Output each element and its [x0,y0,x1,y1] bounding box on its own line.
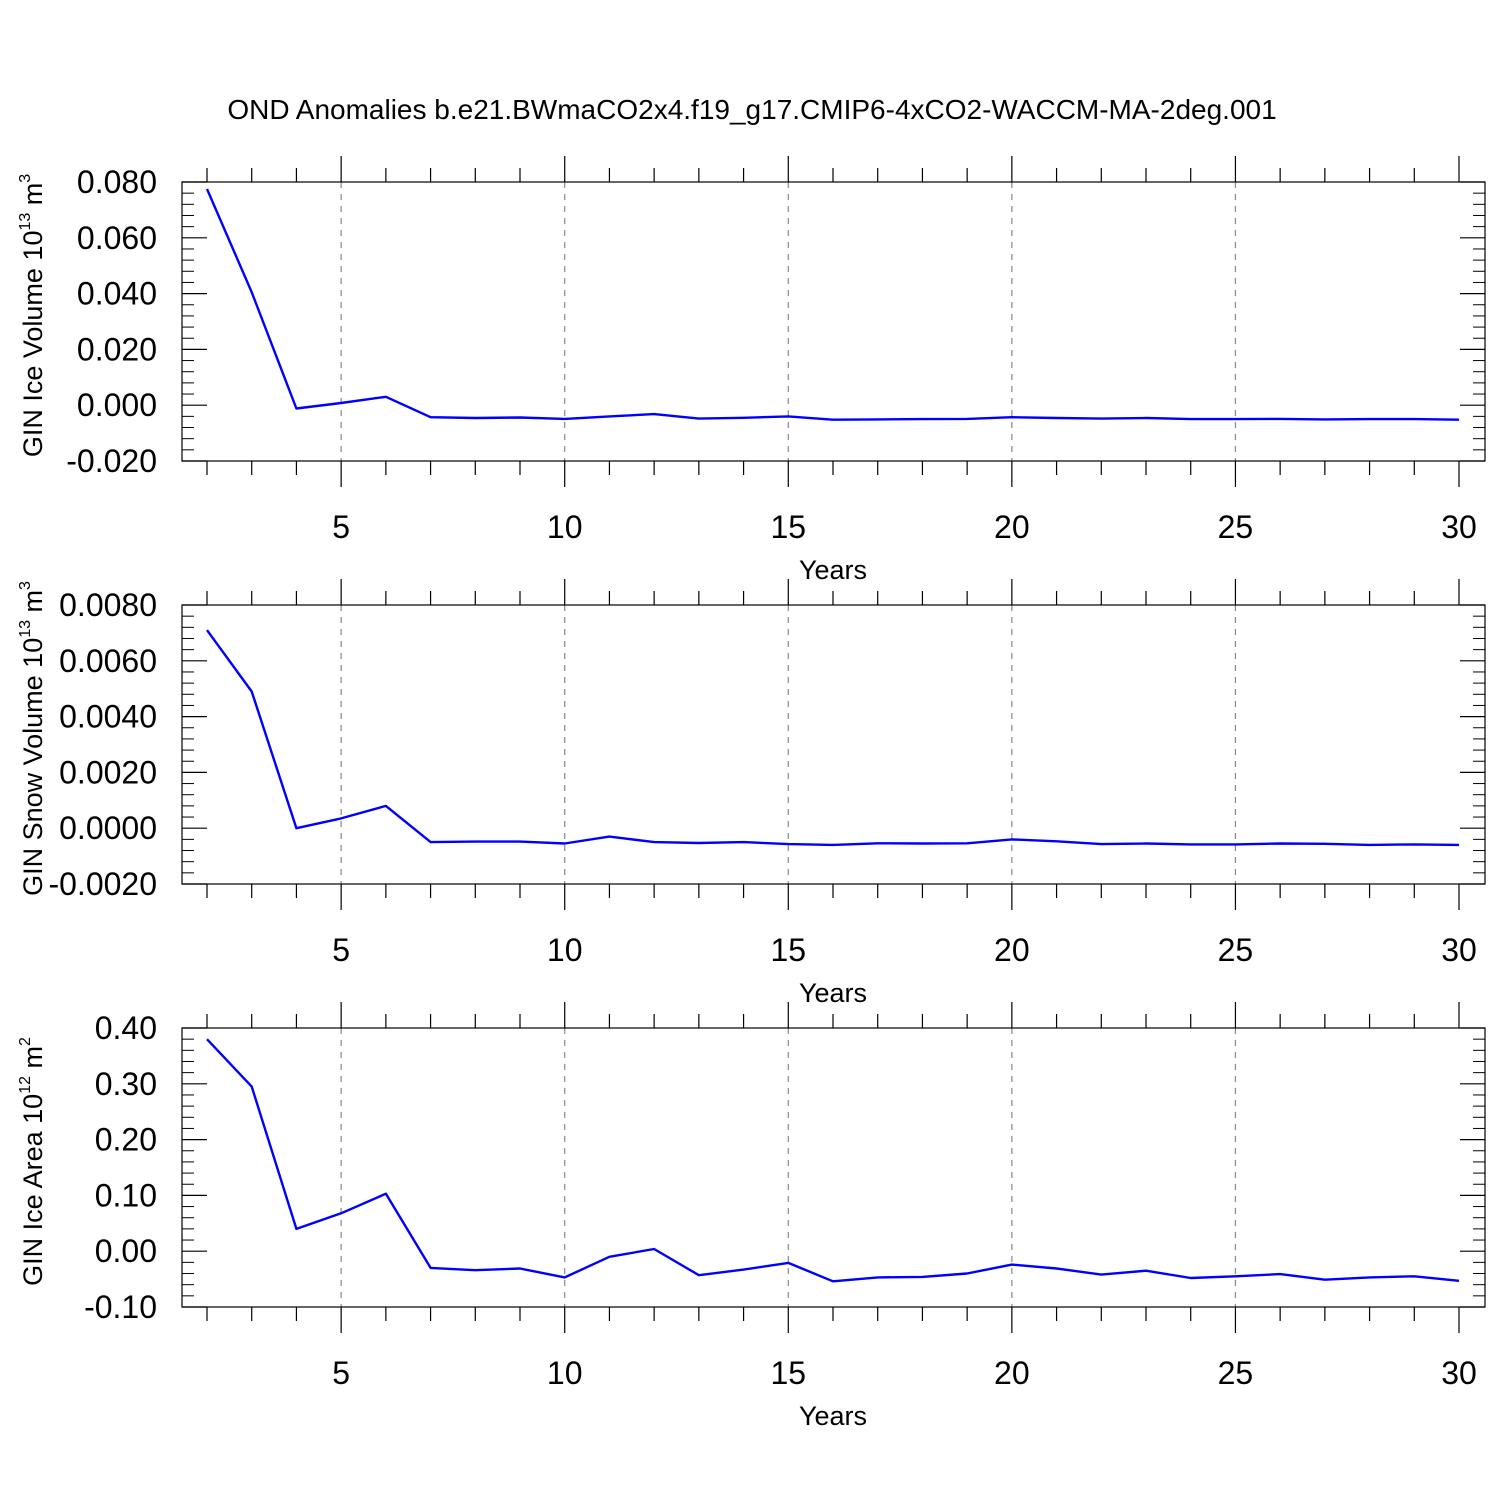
x-tick-label: 10 [547,1355,583,1391]
y-tick-label: 0.080 [77,164,157,200]
x-tick-label: 20 [994,509,1030,545]
y-tick-label: 0.020 [77,331,157,367]
series-line [206,629,1460,847]
x-tick-label: 30 [1441,1355,1477,1391]
x-tick-label: 25 [1218,932,1254,968]
x-tick-label: 5 [332,932,350,968]
series-line [206,1038,1460,1283]
x-axis-label: Years [799,555,867,585]
x-tick-label: 30 [1441,932,1477,968]
y-tick-label: -0.020 [66,443,157,479]
x-tick-label: 15 [770,1355,806,1391]
x-tick-label: 15 [770,509,806,545]
y-tick-label: -0.10 [84,1289,157,1325]
y-tick-label: 0.0020 [59,754,157,790]
x-axis-label: Years [799,1401,867,1431]
x-tick-label: 10 [547,932,583,968]
y-tick-label: 0.0040 [59,699,157,735]
y-tick-label: 0.10 [95,1177,157,1213]
plot-frame [181,1027,1486,1308]
x-tick-label: 5 [332,509,350,545]
chart-panel-1: -0.020 0.000 0.020 0.040 0.060 0.080 5 10 15 20 25… [17,156,1486,585]
y-tick-label: -0.0020 [48,866,157,902]
x-tick-label: 15 [770,932,806,968]
y-tick-label: 0.00 [95,1233,157,1269]
x-tick-label: 30 [1441,509,1477,545]
y-axis-label: GIN Ice Volume 1013 m3 [17,174,48,457]
y-tick-label: 0.060 [77,220,157,256]
y-tick-label: 0.0060 [59,643,157,679]
x-tick-label: 20 [994,932,1030,968]
x-tick-label: 20 [994,1355,1030,1391]
figure-title: OND Anomalies b.e21.BWmaCO2x4.f19_g17.CM… [227,94,1276,125]
x-axis-label: Years [799,978,867,1008]
y-tick-label: 0.40 [95,1010,157,1046]
chart-panel-3: -0.10 0.00 0.10 0.20 0.30 0.40 5 10 15 20 25 30 Year… [17,1002,1486,1431]
y-tick-label: 0.20 [95,1122,157,1158]
y-tick-label: 0.0080 [59,587,157,623]
plot-frame [181,604,1486,885]
series-line [205,188,1460,421]
x-tick-label: 10 [547,509,583,545]
x-tick-label: 25 [1218,509,1254,545]
y-tick-label: 0.0000 [59,810,157,846]
y-tick-label: 0.30 [95,1066,157,1102]
panels: -0.020 0.000 0.020 0.040 0.060 0.080 5 10 15 20 25… [17,156,1486,1431]
x-tick-label: 25 [1218,1355,1254,1391]
y-axis-label: GIN Snow Volume 1013 m3 [17,581,48,896]
x-tick-label: 5 [332,1355,350,1391]
y-tick-label: 0.040 [77,276,157,312]
chart-panel-2: -0.0020 0.0000 0.0020 0.0040 0.0060 0.0080 5 10… [17,579,1486,1008]
y-axis-label: GIN Ice Area 1012 m2 [17,1037,48,1286]
y-tick-label: 0.000 [77,387,157,423]
